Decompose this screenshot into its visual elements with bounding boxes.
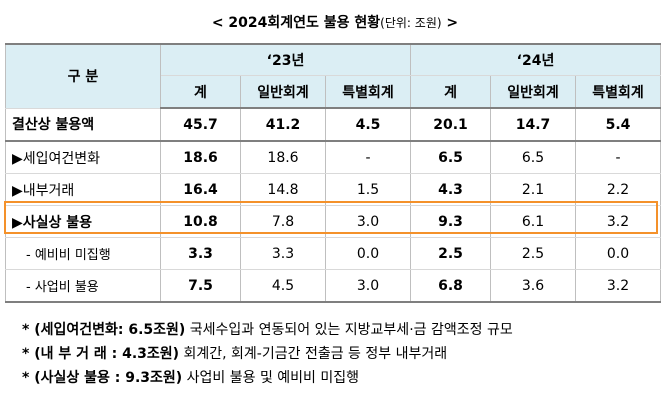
cell: 9.3 [410,205,492,238]
row-label: - 예비비 미집행 [5,237,161,270]
header-col-special: 특별회계 [575,75,662,109]
cell: 14.8 [240,173,326,206]
footnote: * (사실상 불용 : 9.3조원) 사업비 불용 및 예비비 미집행 [22,366,513,390]
cell: 2.2 [575,173,662,206]
cell: 3.0 [324,269,412,303]
unused-budget-table: 구 분 ‘23년 ‘24년 계 일반회계 특별회계 계 일반회계 특별회계 결산… [5,43,662,303]
cell: 3.2 [575,205,662,238]
footnote: * (내 부 거 래 : 4.3조원) 회계간, 회계-기금간 전출금 등 정부… [22,342,513,366]
cell: 3.0 [324,205,412,238]
cell: 18.6 [160,140,241,174]
cell: 45.7 [160,107,241,142]
cell: 7.5 [160,269,241,303]
cell: 6.5 [490,140,577,174]
cell: 7.8 [240,205,326,238]
cell: 3.2 [575,269,662,303]
cell: 0.0 [575,237,662,270]
row-label: ▶사실상 불용 [5,205,161,238]
table-row: ▶세입여건변화 18.6 18.6 - 6.5 6.5 - [5,140,662,174]
footnote-key: * (사실상 불용 : 9.3조원) [22,370,183,386]
header-category: 구 분 [5,43,161,109]
row-label: ▶내부거래 [5,173,161,206]
cell: 4.5 [324,107,412,142]
cell: 6.5 [410,140,492,174]
cell: 3.3 [240,237,326,270]
title-main: < 2024회계연도 불용 현황 [211,15,381,31]
cell: 1.5 [324,173,412,206]
cell: 41.2 [240,107,326,142]
row-label: ▶세입여건변화 [5,140,161,174]
cell: 4.5 [240,269,326,303]
footnote-text: 회계간, 회계-기금간 전출금 등 정부 내부거래 [179,346,448,362]
cell: 2.1 [490,173,577,206]
table-row: - 사업비 불용 7.5 4.5 3.0 6.8 3.6 3.2 [5,269,662,303]
cell: 10.8 [160,205,241,238]
cell: 6.8 [410,269,492,303]
table-row: ▶내부거래 16.4 14.8 1.5 4.3 2.1 2.2 [5,173,662,206]
header-col-total: 계 [410,75,492,109]
row-label: 결산상 불용액 [5,107,161,142]
page-title: < 2024회계연도 불용 현황(단위: 조원) > [0,12,670,32]
table-row-highlighted: ▶사실상 불용 10.8 7.8 3.0 9.3 6.1 3.2 [5,205,662,238]
header-col-special: 특별회계 [324,75,412,109]
footnote-text: 국세수입과 연동되어 있는 지방교부세·금 감액조정 규모 [185,322,513,338]
footnote-key: * (세입여건변화: 6.5조원) [22,322,186,338]
title-close: > [441,15,459,31]
table-row: - 예비비 미집행 3.3 3.3 0.0 2.5 2.5 0.0 [5,237,662,270]
cell: 20.1 [410,107,492,142]
header-col-general: 일반회계 [240,75,326,109]
cell: - [324,140,412,174]
footnote: * (세입여건변화: 6.5조원) 국세수입과 연동되어 있는 지방교부세·금 … [22,318,513,342]
header-year-2024: ‘24년 [410,43,662,76]
table-row-total: 결산상 불용액 45.7 41.2 4.5 20.1 14.7 5.4 [5,107,662,142]
cell: 4.3 [410,173,492,206]
header-col-general: 일반회계 [490,75,577,109]
title-unit: (단위: 조원) [380,16,442,30]
cell: 3.6 [490,269,577,303]
cell: 16.4 [160,173,241,206]
cell: 6.1 [490,205,577,238]
header-year-2023: ‘23년 [159,43,412,76]
cell: 0.0 [324,237,412,270]
cell: 2.5 [410,237,492,270]
row-label: - 사업비 불용 [5,269,161,303]
cell: 5.4 [575,107,662,142]
cell: 2.5 [490,237,577,270]
cell: 18.6 [240,140,326,174]
footnote-key: * (내 부 거 래 : 4.3조원) [22,346,180,362]
cell: 14.7 [490,107,577,142]
cell: 3.3 [160,237,241,270]
footnote-text: 사업비 불용 및 예비비 미집행 [182,370,359,386]
footnotes: * (세입여건변화: 6.5조원) 국세수입과 연동되어 있는 지방교부세·금 … [22,318,513,390]
cell: - [575,140,662,174]
header-col-total: 계 [160,75,241,109]
